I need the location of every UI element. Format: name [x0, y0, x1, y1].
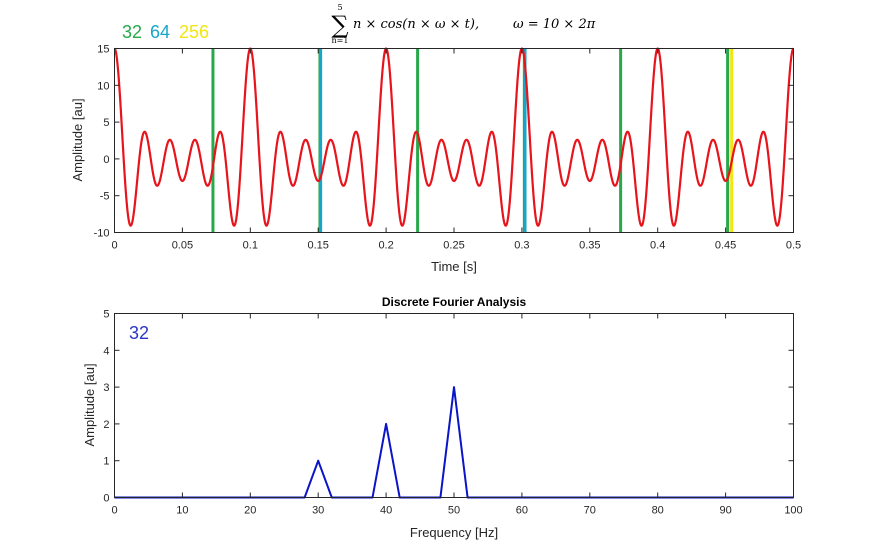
x-tick-label: 0 [111, 240, 117, 252]
x-tick-label: 100 [784, 505, 802, 517]
x-tick-label: 0.3 [514, 240, 529, 252]
time-x-axis-label: Time [s] [431, 259, 477, 274]
spectrum-y-axis-label: Amplitude [au] [82, 363, 97, 446]
y-tick-label: 10 [97, 80, 109, 92]
x-tick-label: 0 [111, 505, 117, 517]
spectrum-title: Discrete Fourier Analysis [382, 295, 527, 309]
x-tick-label: 90 [719, 505, 731, 517]
y-tick-label: -5 [100, 191, 110, 203]
y-tick-label: 2 [103, 419, 109, 431]
x-tick-label: 0.45 [715, 240, 736, 252]
spectrum-plot-background [114, 313, 794, 498]
y-tick-label: 15 [97, 44, 109, 56]
y-tick-label: 4 [103, 345, 109, 357]
x-tick-label: 70 [584, 505, 596, 517]
x-tick-label: 20 [244, 505, 256, 517]
legend-item-256: 256 [179, 22, 209, 42]
frequency-x-axis-label: Frequency [Hz] [410, 525, 498, 540]
formula-title: 5 ∑ n=1 n × cos(n × ω × t), ω = 10 × 2π [331, 3, 595, 45]
sum-sigma: ∑ [331, 11, 348, 39]
frequency-domain-plot: Discrete Fourier Analysis 32 0 10 20 30 40 50… [82, 295, 803, 540]
formula-omega: ω = 10 × 2π [513, 17, 596, 32]
y-tick-label: 0 [103, 154, 109, 166]
x-tick-label: 0.4 [650, 240, 665, 252]
time-axis-ticks: 0 0.05 0.1 0.15 0.2 0.25 0.3 0.35 0.4 0.45 0.5 -10 -… [94, 44, 802, 252]
y-tick-label: 0 [103, 493, 109, 505]
x-tick-label: 80 [652, 505, 664, 517]
spectrum-annotation: 32 [129, 323, 149, 343]
y-tick-label: 5 [103, 117, 109, 129]
x-tick-label: 0.15 [307, 240, 328, 252]
y-tick-label: 5 [103, 309, 109, 321]
time-y-axis-label: Amplitude [au] [70, 98, 85, 181]
legend-item-32: 32 [122, 22, 142, 42]
time-plot-background [114, 48, 794, 233]
x-tick-label: 40 [380, 505, 392, 517]
time-domain-plot: 0 0.05 0.1 0.15 0.2 0.25 0.3 0.35 0.4 0.45 0.5 -10 -… [70, 44, 801, 275]
legend: 32 64 256 [122, 22, 209, 42]
x-tick-label: 0.1 [243, 240, 258, 252]
x-tick-label: 30 [312, 505, 324, 517]
x-tick-label: 0.5 [786, 240, 801, 252]
sum-upper-limit: 5 [337, 3, 342, 12]
spectrum-series-line [114, 386, 794, 499]
signal-series-line [113, 47, 795, 227]
x-tick-label: 10 [176, 505, 188, 517]
legend-item-64: 64 [150, 22, 170, 42]
y-tick-label: -10 [94, 228, 110, 240]
x-tick-label: 50 [448, 505, 460, 517]
frequency-axis-ticks: 0 10 20 30 40 50 60 70 80 90 100 0 1 2 3 4 5 [103, 309, 802, 517]
x-tick-label: 0.35 [579, 240, 600, 252]
sum-lower-limit: n=1 [332, 36, 349, 45]
x-tick-label: 60 [516, 505, 528, 517]
x-tick-label: 0.25 [443, 240, 464, 252]
y-tick-label: 1 [103, 456, 109, 468]
formula-expression: n × cos(n × ω × t), [353, 17, 479, 32]
x-tick-label: 0.2 [378, 240, 393, 252]
sample-markers [211, 48, 734, 233]
y-tick-label: 3 [103, 382, 109, 394]
x-tick-label: 0.05 [172, 240, 193, 252]
